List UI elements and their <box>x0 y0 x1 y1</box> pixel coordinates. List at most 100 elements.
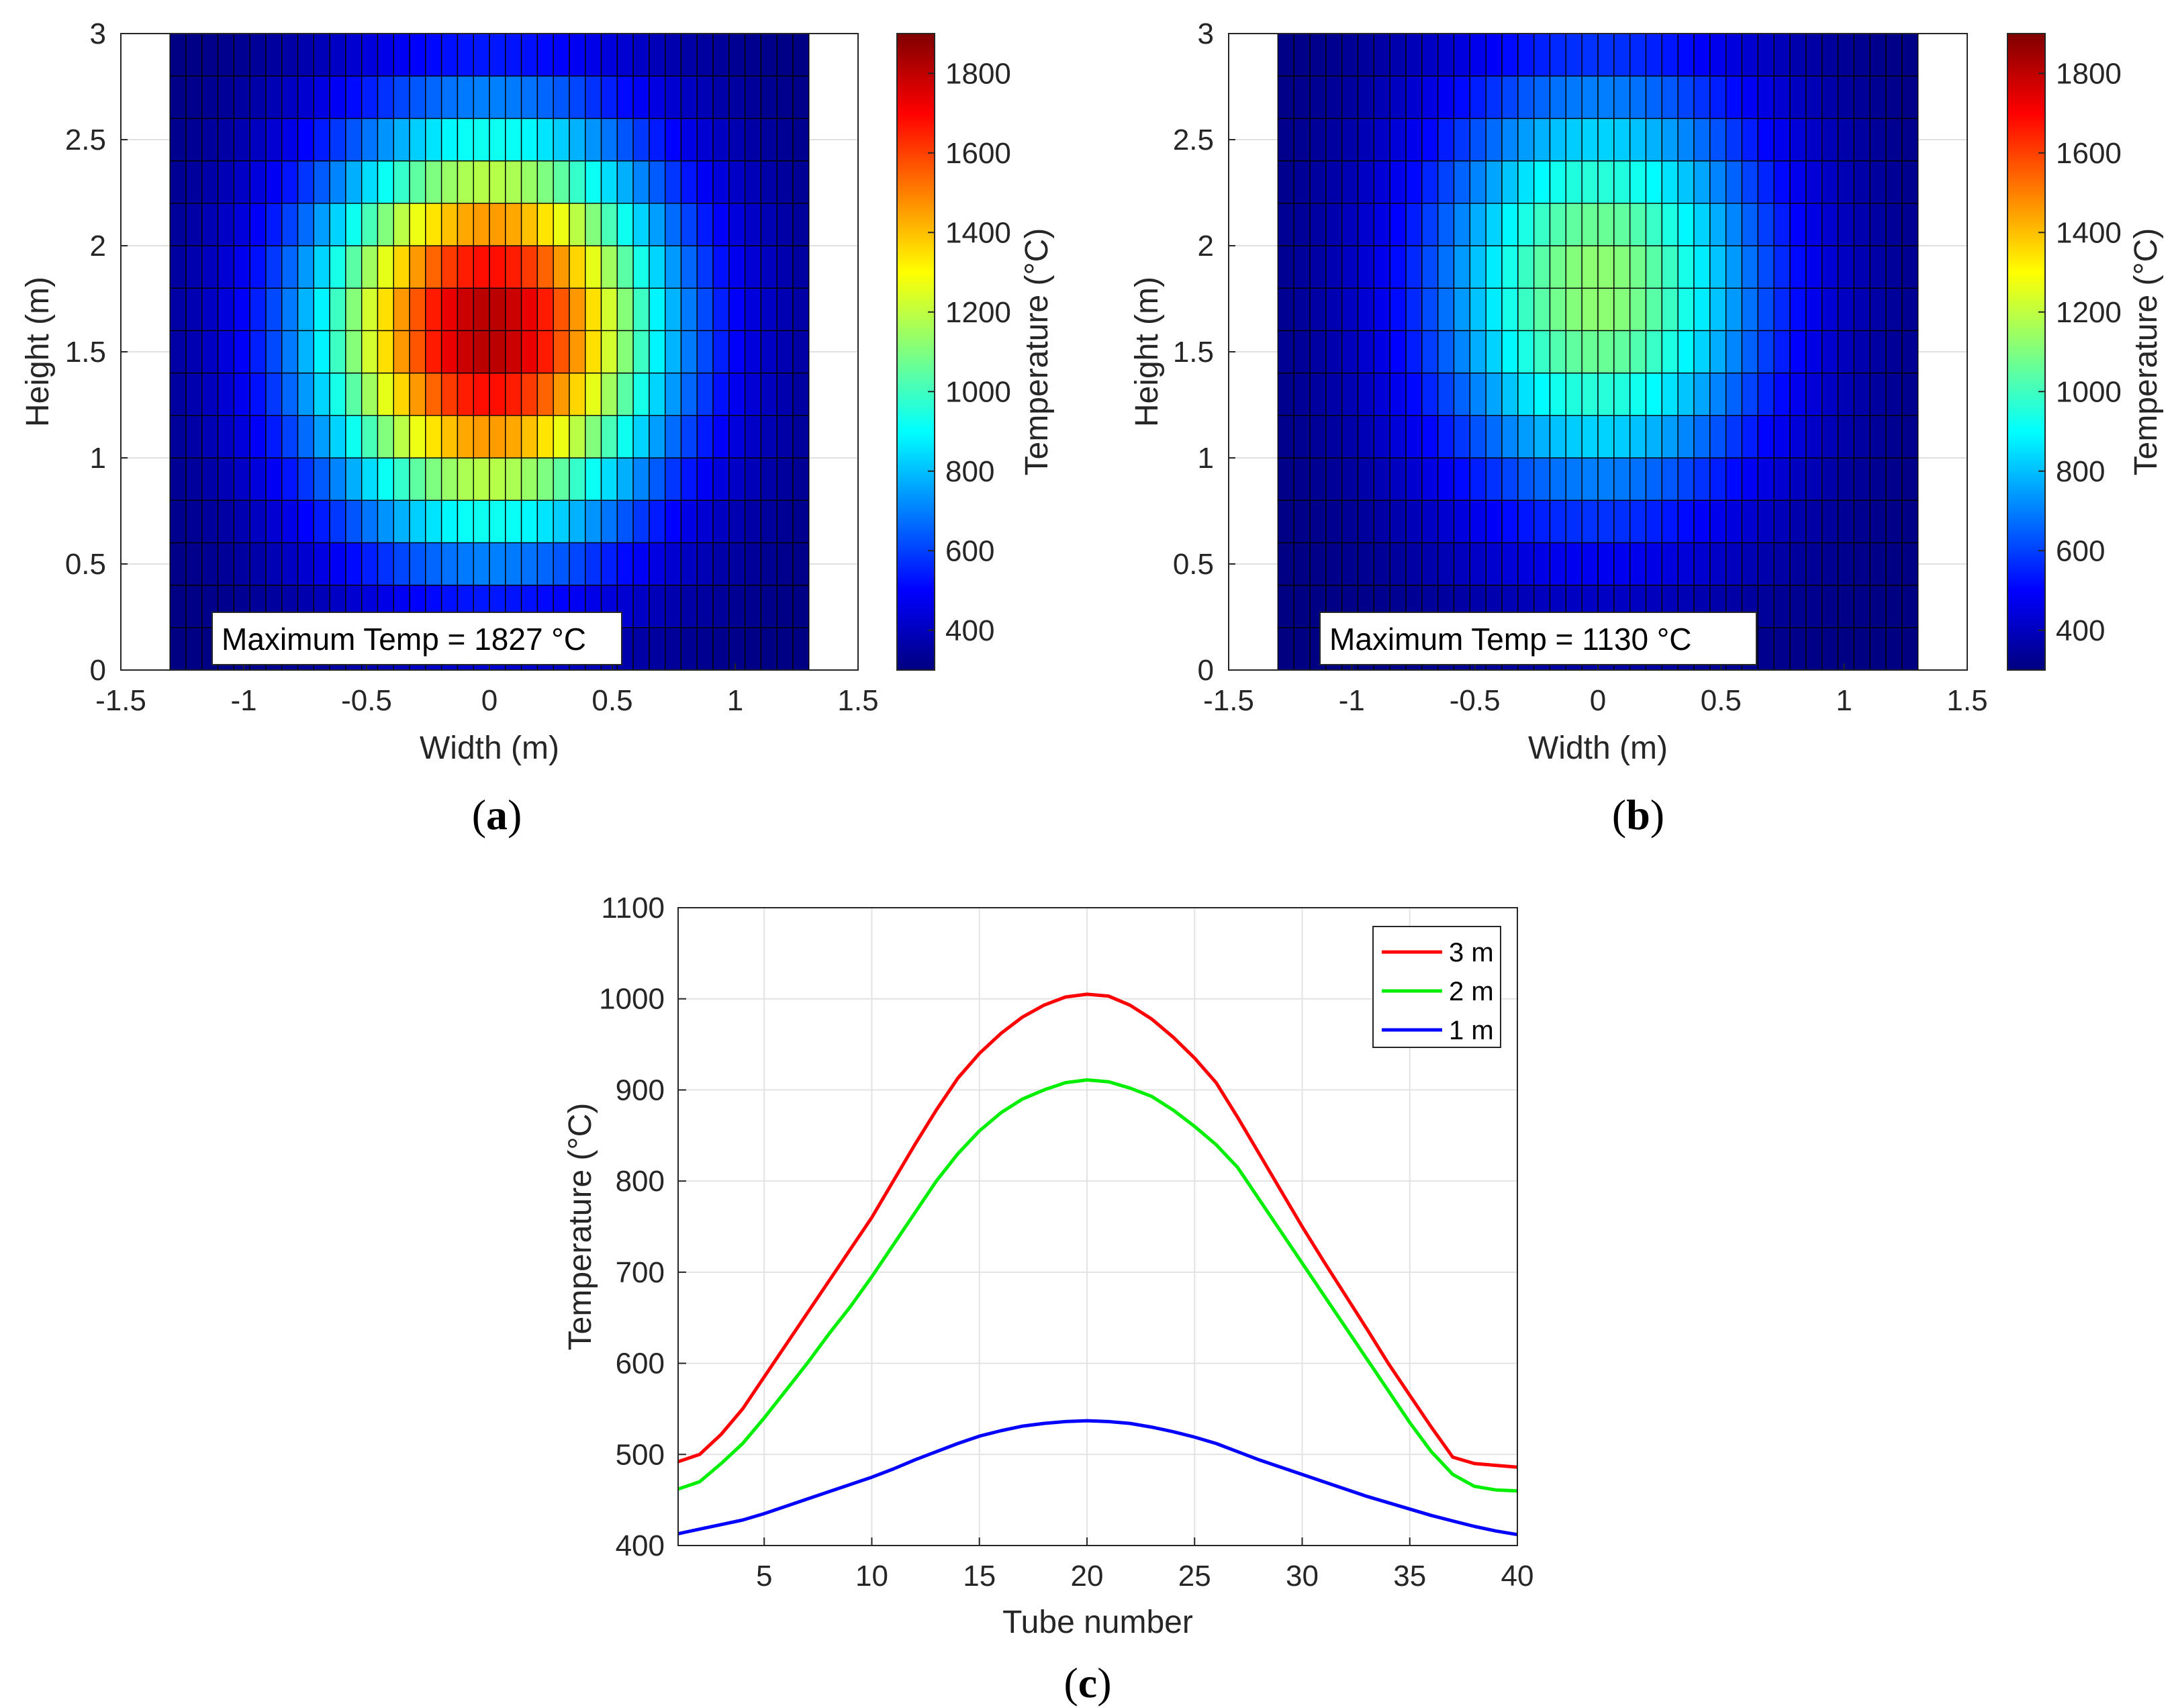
heatmap-cell <box>1677 372 1695 416</box>
heatmap-cell <box>1421 287 1439 332</box>
heatmap-cell <box>393 542 410 586</box>
heatmap-cell <box>760 75 777 120</box>
heatmap-cell <box>217 542 235 586</box>
heatmap-cell <box>600 117 618 162</box>
heatmap-cell <box>281 160 299 204</box>
heatmap-cell <box>632 33 650 77</box>
heatmap-cell <box>1837 500 1855 544</box>
heatmap-cell <box>1517 500 1535 544</box>
heatmap-cell <box>792 287 810 332</box>
heatmap-cell <box>728 627 746 671</box>
heatmap-cell <box>281 542 299 586</box>
y-tick-label: 1000 <box>599 983 665 1016</box>
heatmap-cell <box>1325 372 1343 416</box>
heatmap-cell <box>201 372 219 416</box>
heatmap-cell <box>1869 415 1887 459</box>
heatmap-cell <box>1709 500 1727 544</box>
heatmap-cell <box>616 500 634 544</box>
heatmap-cell <box>233 287 250 332</box>
colorbar-tick-label: 1400 <box>2056 216 2122 249</box>
heatmap-cell <box>1789 33 1807 77</box>
heatmap-cell <box>489 245 506 289</box>
heatmap-cell <box>377 245 394 289</box>
heatmap-cell <box>1757 117 1775 162</box>
heatmap-cell <box>1533 160 1551 204</box>
heatmap-cell <box>1341 75 1359 120</box>
heatmap-cell <box>1885 330 1903 374</box>
heatmap-cell <box>1773 584 1791 628</box>
heatmap-cell <box>744 542 762 586</box>
heatmap-cell <box>1757 33 1775 77</box>
heatmap-cell <box>1677 500 1695 544</box>
heatmap-cell <box>185 372 203 416</box>
heatmap-cell <box>1277 627 1294 671</box>
heatmap-cell <box>585 203 602 246</box>
heatmap-cell <box>1341 160 1359 204</box>
heatmap-cell <box>792 33 810 77</box>
heatmap-cell <box>201 160 219 204</box>
heatmap-cell <box>1901 160 1919 204</box>
heatmap-cell <box>281 457 299 501</box>
heatmap-cell <box>1661 33 1679 77</box>
heatmap-cell <box>680 203 698 246</box>
heatmap-cell <box>1677 203 1695 246</box>
heatmap-cell <box>1373 117 1390 162</box>
heatmap-cell <box>1309 415 1327 459</box>
heatmap-cell <box>1757 457 1775 501</box>
heatmap-cell <box>1885 457 1903 501</box>
heatmap-cell <box>1661 415 1679 459</box>
heatmap-cell <box>329 33 346 77</box>
colorbar-b <box>2007 33 2046 671</box>
heatmap-cell <box>649 372 666 416</box>
heatmap-cell <box>313 457 330 501</box>
heatmap-cell <box>313 372 330 416</box>
heatmap-cell <box>1485 415 1503 459</box>
heatmap-cell <box>744 584 762 628</box>
heatmap-cell <box>792 330 810 374</box>
heatmap-cell <box>1309 117 1327 162</box>
heatmap-cell <box>1357 75 1375 120</box>
heatmap-cell <box>297 457 315 501</box>
heatmap-cell <box>1613 457 1631 501</box>
heatmap-cell <box>664 457 682 501</box>
heatmap-cell <box>313 542 330 586</box>
heatmap-cell <box>1501 287 1519 332</box>
heatmap-cell <box>1517 457 1535 501</box>
heatmap-cell <box>664 117 682 162</box>
heatmap-cell <box>329 330 346 374</box>
heatmap-cell <box>1805 584 1823 628</box>
heatmap-cell <box>649 627 666 671</box>
heatmap-cell <box>664 287 682 332</box>
heatmap-cell <box>1373 75 1390 120</box>
heatmap-cell <box>505 287 522 332</box>
heatmap-cell <box>409 330 426 374</box>
heatmap-cell <box>440 415 459 459</box>
heatmap-cell <box>1357 500 1375 544</box>
heatmap-cell <box>409 160 426 204</box>
heatmap-cell <box>1613 75 1631 120</box>
heatmap-cell <box>169 117 187 162</box>
heatmap-cell <box>313 203 330 246</box>
heatmap-cell <box>776 542 794 586</box>
heatmap-cell <box>425 33 442 77</box>
heatmap-cell <box>1533 245 1551 289</box>
heatmap-cell <box>1869 33 1887 77</box>
heatmap-cell <box>712 160 730 204</box>
heatmap-cell <box>680 415 698 459</box>
heatmap-cell <box>649 287 666 332</box>
heatmap-cell <box>1901 117 1919 162</box>
heatmap-cell <box>520 372 538 416</box>
heatmap-cell <box>1501 75 1519 120</box>
heatmap-cell <box>201 245 219 289</box>
line-chart-c: 5 10 15 20 25 30 35 40 400 500 600 700 800 900 1000 110… <box>563 892 1533 1707</box>
heatmap-cell <box>1389 415 1407 459</box>
heatmap-cell <box>760 117 777 162</box>
heatmap-cell <box>1629 287 1647 332</box>
heatmap-cell <box>1517 245 1535 289</box>
x-tick-label: 15 <box>963 1560 996 1593</box>
heatmap-cell <box>1469 75 1486 120</box>
heatmap-cell <box>1453 500 1471 544</box>
heatmap-cell <box>233 203 250 246</box>
heatmap-cell <box>1613 542 1631 586</box>
heatmap-cell <box>1757 584 1775 628</box>
